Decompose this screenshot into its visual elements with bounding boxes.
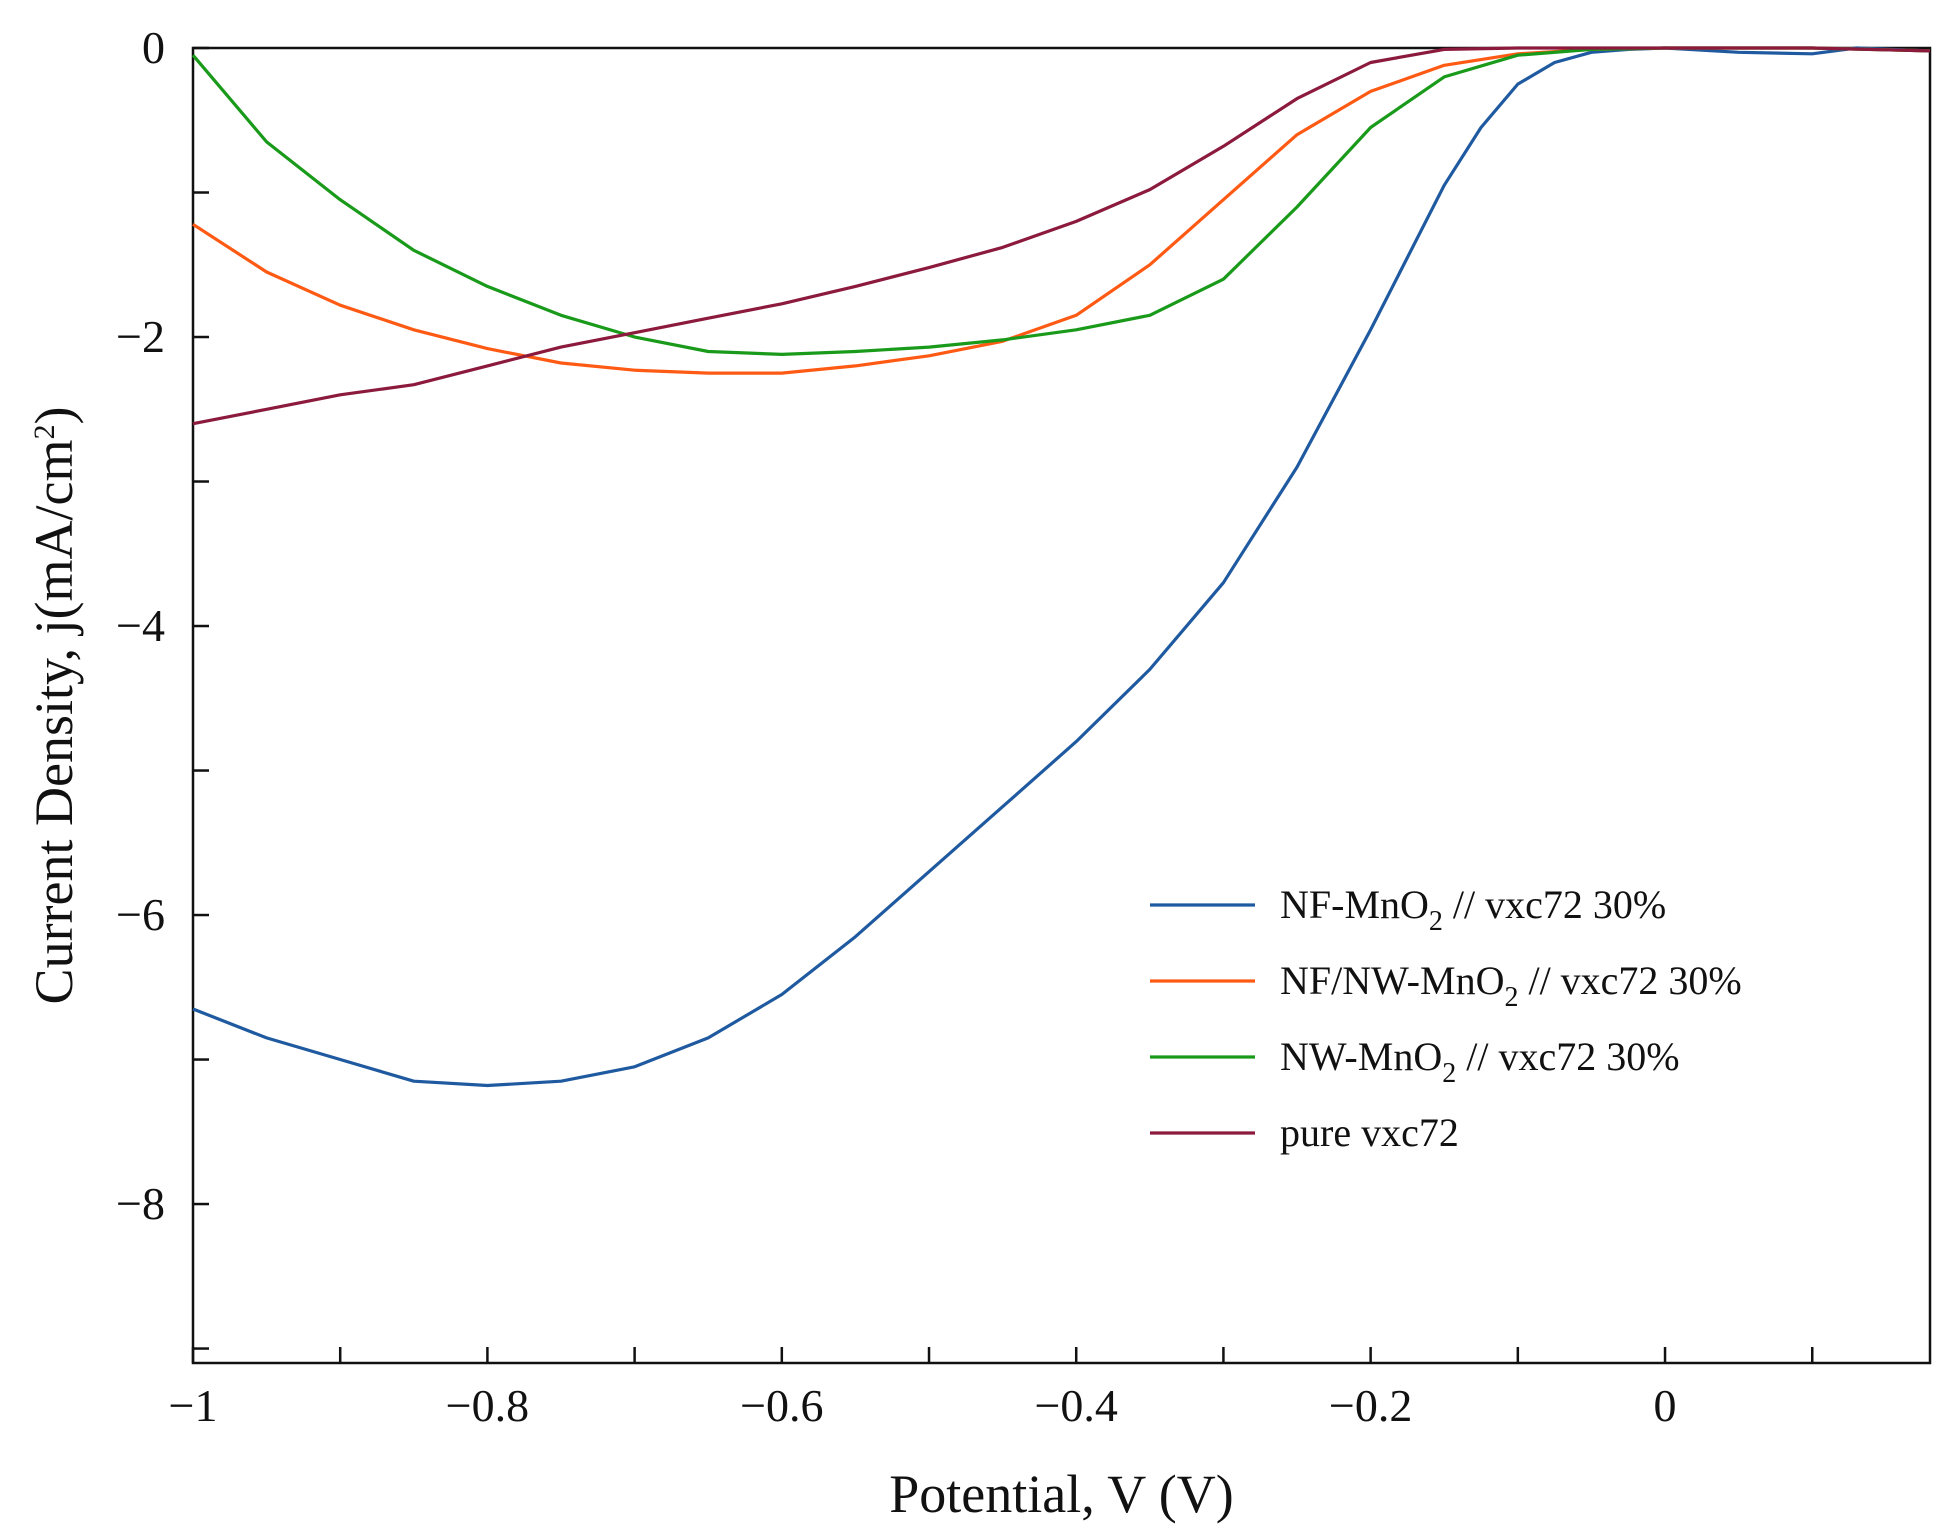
plot-frame [191, 46, 1932, 1365]
y-axis-title-base: Current Density, j(mA/cm [24, 440, 84, 1005]
x-axis-title: Potential, V (V) [889, 1464, 1234, 1524]
y-tick-label-1: −2 [116, 311, 165, 362]
x-tick-label-4: −0.2 [1329, 1380, 1412, 1431]
y-axis-title-end: ) [24, 407, 84, 425]
series-layer [191, 46, 1931, 1088]
legend: NF-MnO2 // vxc72 30% NF/NW-MnO2 // vxc72 … [1150, 882, 1742, 1155]
y-tick-label-3: −6 [116, 889, 165, 940]
y-tick-label-4: −8 [116, 1178, 165, 1229]
x-tick-label-3: −0.4 [1034, 1380, 1117, 1431]
y-axis-title: Current Density, j(mA/cm2) [24, 407, 84, 1005]
series-line-1 [192, 46, 1931, 375]
legend-label-1: NF/NW-MnO2 // vxc72 30% [1280, 958, 1742, 1013]
x-tick-label-2: −0.6 [740, 1380, 823, 1431]
x-tick-label-5: 0 [1654, 1380, 1677, 1431]
series-line-2 [191, 46, 1931, 356]
series-line-3 [192, 46, 1931, 426]
series-line-0 [192, 46, 1931, 1088]
legend-label-0: NF-MnO2 // vxc72 30% [1280, 882, 1666, 937]
legend-label-2: NW-MnO2 // vxc72 30% [1280, 1034, 1680, 1089]
x-tick-label-1: −0.8 [446, 1380, 529, 1431]
y-axis-title-sup: 2 [28, 425, 61, 440]
x-tick-label-0: −1 [169, 1380, 218, 1431]
ticks-layer: −1 −0.8 −0.6 −0.4 −0.2 0 0 −2 −4 −6 −8 [116, 22, 1814, 1431]
plot-area [191, 46, 1932, 1365]
y-tick-label-2: −4 [116, 600, 165, 651]
y-tick-label-0: 0 [142, 22, 165, 73]
legend-label-3: pure vxc72 [1280, 1110, 1459, 1155]
